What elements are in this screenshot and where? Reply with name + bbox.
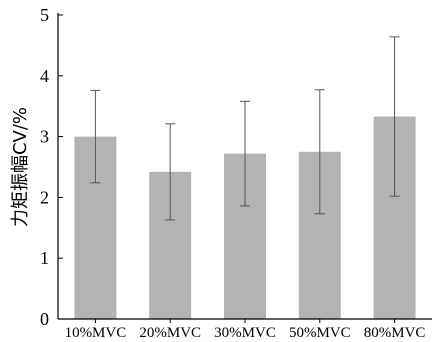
category-label-50%MVC: 50%MVC [289, 325, 351, 341]
y-tick-label-0: 0 [40, 309, 49, 329]
y-tick-label-5: 5 [40, 5, 49, 25]
y-tick-label-2: 2 [40, 187, 49, 207]
y-tick-label-4: 4 [40, 66, 49, 86]
y-ticks-layer: 0 1 2 3 4 5 [40, 5, 63, 329]
category-label-30%MVC: 30%MVC [214, 325, 276, 341]
category-label-80%MVC: 80%MVC [364, 325, 426, 341]
y-axis-label: 力矩振幅CV/% [10, 107, 31, 227]
category-labels-layer: 10%MVC 20%MVC 30%MVC 50%MVC 80%MVC [65, 325, 426, 341]
y-tick-label-1: 1 [40, 248, 49, 268]
axes-layer [57, 13, 432, 323]
category-label-10%MVC: 10%MVC [65, 325, 127, 341]
category-label-20%MVC: 20%MVC [139, 325, 201, 341]
error-bars-layer [90, 36, 400, 221]
y-tick-label-3: 3 [40, 127, 49, 147]
